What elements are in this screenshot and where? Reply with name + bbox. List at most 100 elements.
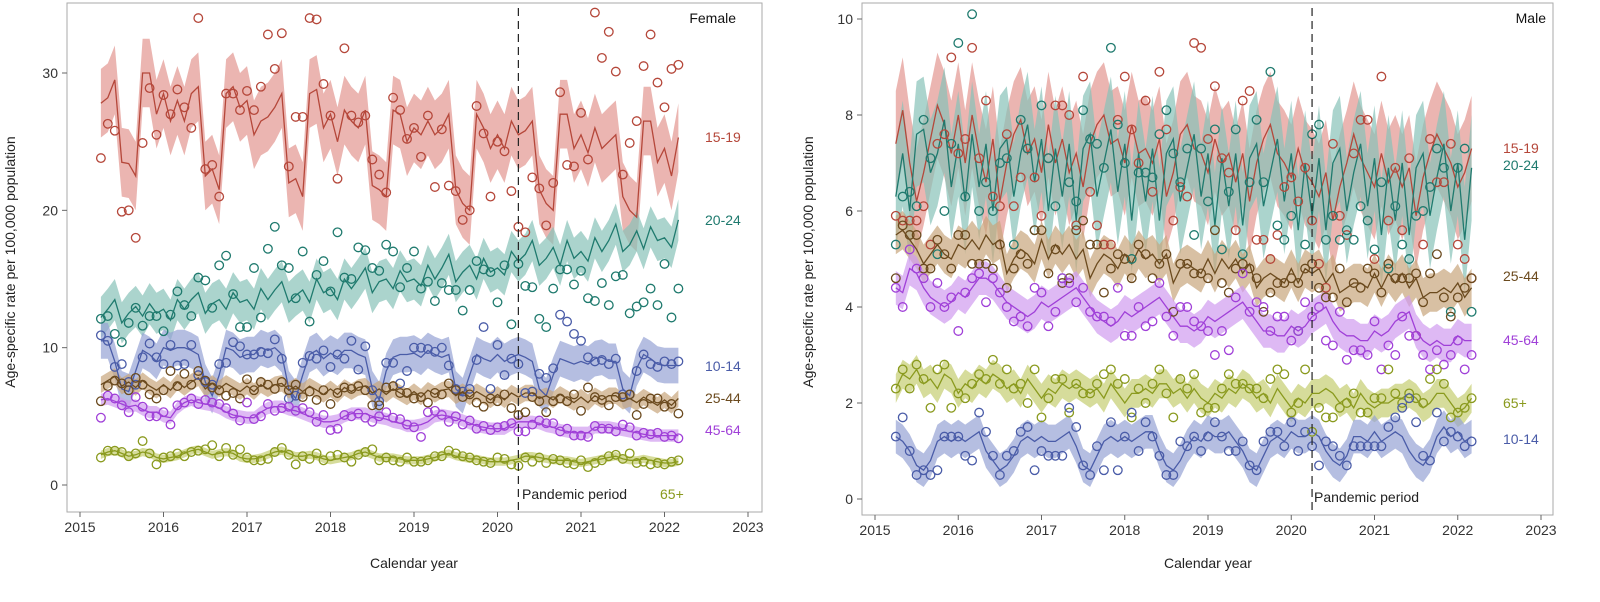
observed-point-25-44 (200, 375, 211, 386)
observed-point-45-64 (1251, 297, 1262, 308)
observed-point-25-44 (1140, 249, 1151, 260)
observed-point-25-44 (953, 230, 964, 240)
observed-point-10-14 (1376, 441, 1387, 452)
observed-point-10-14 (589, 356, 600, 367)
observed-point-20-24 (311, 269, 322, 280)
observed-point-10-14 (360, 341, 371, 352)
observed-point-10-14 (395, 378, 406, 389)
observed-point-25-44 (214, 385, 225, 396)
observed-point-15-19 (1209, 81, 1220, 92)
observed-point-20-24 (1216, 244, 1227, 255)
observed-point-20-24 (1209, 124, 1220, 135)
observed-point-25-44 (158, 385, 169, 396)
observed-point-15-19 (939, 129, 950, 140)
x-tick-label: 2020 (482, 519, 513, 535)
observed-point-25-44 (116, 378, 127, 389)
observed-point-25-44 (1445, 311, 1456, 322)
observed-point-15-19 (1223, 167, 1234, 178)
observed-point-25-44 (631, 410, 642, 420)
observed-point-10-14 (1008, 446, 1019, 456)
observed-point-20-24 (603, 300, 614, 311)
observed-point-10-14 (1286, 417, 1297, 428)
observed-point-25-44 (311, 394, 322, 405)
observed-point-45-64 (416, 431, 426, 442)
observed-point-15-19 (1279, 182, 1290, 192)
observed-point-20-24 (123, 317, 134, 328)
x-tick-label: 2015 (64, 519, 95, 535)
observed-point-25-44 (297, 392, 308, 403)
observed-point-65+ (1431, 364, 1442, 375)
observed-point-10-14 (1279, 441, 1290, 452)
observed-point-15-19 (422, 110, 433, 121)
observed-point-20-24 (158, 326, 169, 337)
observed-point-15-19 (186, 122, 197, 133)
observed-point-20-24 (283, 263, 294, 273)
observed-point-15-19 (1001, 129, 1012, 140)
observed-point-20-24 (388, 246, 399, 257)
observed-point-25-44 (1022, 258, 1033, 269)
observed-point-20-24 (402, 263, 412, 273)
observed-point-15-19 (1355, 114, 1366, 125)
observed-point-65+ (1209, 402, 1220, 413)
observed-point-20-24 (276, 260, 287, 271)
x-tick-label: 2015 (859, 522, 890, 538)
observed-point-25-44 (1300, 263, 1311, 274)
observed-point-15-19 (890, 210, 901, 221)
observed-point-20-24 (478, 264, 489, 275)
observed-point-65+ (137, 436, 148, 447)
observed-point-25-44 (1050, 244, 1061, 255)
observed-point-10-14 (1196, 446, 1207, 456)
observed-point-10-14 (464, 383, 475, 394)
y-tick-label: 6 (845, 203, 853, 219)
observed-point-15-19 (464, 205, 475, 216)
observed-point-10-14 (939, 431, 950, 442)
observed-point-15-19 (596, 52, 607, 63)
observed-point-45-64 (1230, 292, 1241, 303)
confidence-band-15-19 (100, 38, 679, 252)
observed-point-10-14 (603, 359, 614, 370)
observed-point-25-44 (478, 401, 489, 412)
observed-point-25-44 (1071, 225, 1082, 236)
observed-point-45-64 (1397, 311, 1408, 322)
observed-point-45-64 (603, 423, 614, 434)
observed-point-45-64 (981, 297, 991, 308)
observed-point-25-44 (583, 382, 593, 393)
observed-point-45-64 (1244, 306, 1255, 317)
observed-point-25-44 (1015, 249, 1026, 260)
observed-point-10-14 (165, 339, 176, 350)
observed-point-45-64 (304, 407, 315, 418)
observed-point-10-14 (527, 386, 538, 397)
observed-point-65+ (1112, 378, 1123, 389)
observed-point-65+ (492, 452, 503, 463)
observed-point-25-44 (981, 258, 991, 269)
observed-point-45-64 (960, 287, 971, 298)
observed-point-65+ (332, 449, 343, 460)
observed-point-25-44 (1064, 273, 1075, 284)
observed-point-45-64 (255, 411, 266, 422)
observed-point-25-44 (304, 386, 315, 397)
observed-point-20-24 (186, 311, 197, 322)
y-tick-label: 10 (837, 11, 853, 27)
observed-point-20-24 (1071, 196, 1082, 207)
observed-point-45-64 (422, 407, 433, 418)
y-axis-label: Age-specific rate per 100,000 population (2, 136, 18, 387)
observed-point-15-19 (1445, 138, 1456, 149)
y-tick-label: 20 (42, 202, 58, 218)
observed-point-10-14 (555, 309, 566, 320)
observed-point-45-64 (1376, 364, 1387, 375)
observed-point-65+ (548, 453, 559, 464)
observed-point-65+ (1272, 364, 1283, 375)
observed-point-65+ (939, 359, 950, 370)
observed-point-15-19 (1341, 230, 1352, 240)
series-label-20-24: 20-24 (1503, 157, 1539, 173)
observed-point-65+ (1078, 388, 1089, 399)
observed-point-15-19 (235, 105, 245, 116)
observed-point-65+ (1320, 412, 1331, 423)
observed-point-20-24 (318, 256, 329, 267)
observed-point-20-24 (981, 177, 991, 188)
observed-point-45-64 (1431, 345, 1442, 356)
observed-point-15-19 (318, 79, 329, 89)
observed-point-65+ (890, 383, 901, 394)
observed-point-45-64 (596, 423, 607, 434)
observed-point-20-24 (381, 239, 392, 250)
